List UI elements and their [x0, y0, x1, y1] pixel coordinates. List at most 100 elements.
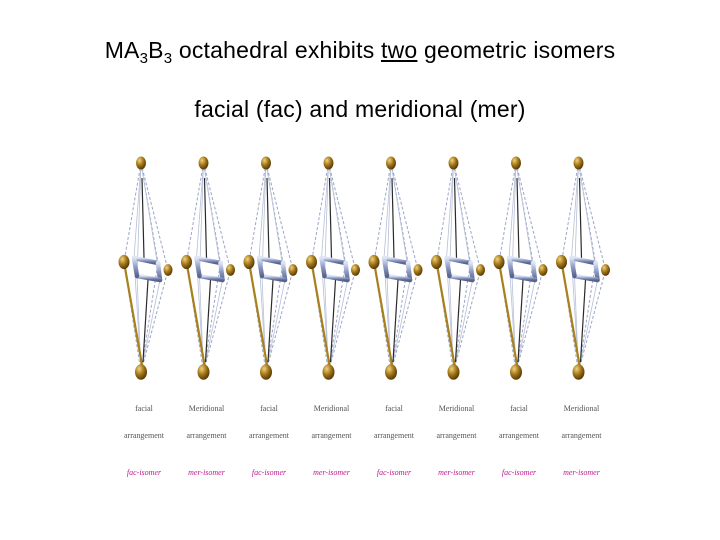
square-bond: [506, 255, 536, 266]
ligand-atom: [511, 156, 521, 170]
face-edge: [578, 269, 606, 373]
mer-octahedron: Meridional arrangement mer-isomer: [181, 156, 235, 477]
isomer-label: arrangement: [187, 431, 228, 440]
dark-bond: [141, 177, 145, 259]
dark-bond: [453, 177, 458, 259]
ligand-atom: [288, 264, 298, 276]
face-edge: [123, 162, 142, 263]
ligand-atom: [493, 254, 505, 270]
face-edge: [265, 279, 286, 373]
ligand-atom: [226, 264, 235, 276]
face-edge: [390, 279, 411, 373]
isomer-label: arrangement: [499, 431, 540, 440]
square-bond: [444, 255, 452, 279]
isomer-label: facial: [510, 404, 529, 413]
ligand-atom: [322, 364, 335, 380]
ligand-atom: [243, 254, 255, 270]
square-bond: [509, 273, 538, 283]
gold-bond: [560, 261, 581, 366]
square-bond: [569, 255, 598, 266]
isomer-label: Meridional: [189, 404, 225, 413]
square-bond: [506, 255, 515, 279]
fac-octahedron: facial arrangement fac-isomer: [243, 156, 298, 477]
face-edge: [203, 162, 231, 271]
dark-bond: [266, 177, 270, 259]
ligand-atom: [351, 264, 360, 276]
face-edge: [186, 162, 204, 263]
ligand-atom: [573, 156, 584, 170]
square-bond: [194, 255, 223, 266]
isomer-label: arrangement: [124, 431, 165, 440]
face-edge: [390, 162, 419, 271]
gold-bond: [435, 261, 456, 366]
isomer-label: arrangement: [562, 431, 603, 440]
gold-bond: [372, 261, 394, 366]
fac-octahedron: facial arrangement fac-isomer: [118, 156, 173, 477]
square-bond: [381, 255, 390, 279]
ligand-atom: [601, 264, 610, 276]
isomer-label: fac-isomer: [502, 468, 537, 477]
dark-bond: [329, 279, 337, 363]
square-bond: [384, 273, 413, 283]
ligand-atom: [385, 364, 397, 380]
square-bond: [131, 255, 140, 279]
title-line-1: MA3B3 octahedral exhibits two geometric …: [104, 37, 616, 67]
isomer-label: fac-isomer: [377, 468, 412, 477]
square-bond: [218, 260, 225, 283]
ligand-atom: [510, 364, 522, 380]
ligand-atom: [448, 156, 459, 170]
square-bond: [569, 255, 577, 279]
face-edge: [515, 269, 544, 373]
ligand-atom: [431, 254, 442, 270]
face-edge: [140, 162, 169, 271]
ligand-atom: [413, 264, 423, 276]
mer-octahedron: Meridional arrangement mer-isomer: [431, 156, 485, 477]
face-edge: [508, 162, 517, 259]
square-bond: [319, 255, 327, 279]
gold-bond: [185, 261, 206, 366]
face-edge: [436, 162, 454, 263]
square-bond: [319, 255, 348, 266]
dark-bond: [267, 279, 274, 363]
square-bond: [131, 255, 161, 266]
ligand-atom: [476, 264, 485, 276]
ligand-atom: [118, 254, 130, 270]
square-bond: [256, 255, 286, 266]
square-bond: [155, 260, 163, 283]
square-bond: [593, 260, 600, 283]
face-edge: [321, 162, 329, 259]
ligand-atom: [198, 156, 209, 170]
face-edge: [515, 279, 536, 373]
ligand-atom: [260, 364, 272, 380]
dark-bond: [516, 177, 520, 259]
face-edge: [453, 279, 473, 373]
ligand-atom: [197, 364, 210, 380]
dark-bond: [391, 177, 395, 259]
face-edge: [203, 269, 231, 373]
ligand-atom: [181, 254, 192, 270]
face-edge: [453, 162, 481, 271]
face-edge: [328, 279, 348, 373]
ligand-atom: [261, 156, 271, 170]
isomer-label: mer-isomer: [563, 468, 601, 477]
isomer-label: facial: [385, 404, 404, 413]
face-edge: [140, 279, 161, 373]
face-edge: [248, 162, 267, 263]
square-bond: [194, 255, 202, 279]
dark-bond: [392, 279, 399, 363]
ligand-atom: [136, 156, 146, 170]
dark-bond: [454, 279, 462, 363]
ligand-atom: [556, 254, 567, 270]
octahedra-row: facial arrangement fac-isomer Meridional arr…: [118, 156, 610, 477]
isomer-label: Meridional: [314, 404, 350, 413]
square-bond: [468, 260, 475, 283]
underlined-word: two: [381, 37, 418, 63]
square-bond: [256, 255, 265, 279]
gold-bond: [122, 261, 144, 366]
face-edge: [133, 162, 142, 259]
face-edge: [498, 162, 517, 263]
face-edge: [265, 269, 294, 373]
face-edge: [265, 162, 294, 271]
mer-octahedron: Meridional arrangement mer-isomer: [556, 156, 610, 477]
